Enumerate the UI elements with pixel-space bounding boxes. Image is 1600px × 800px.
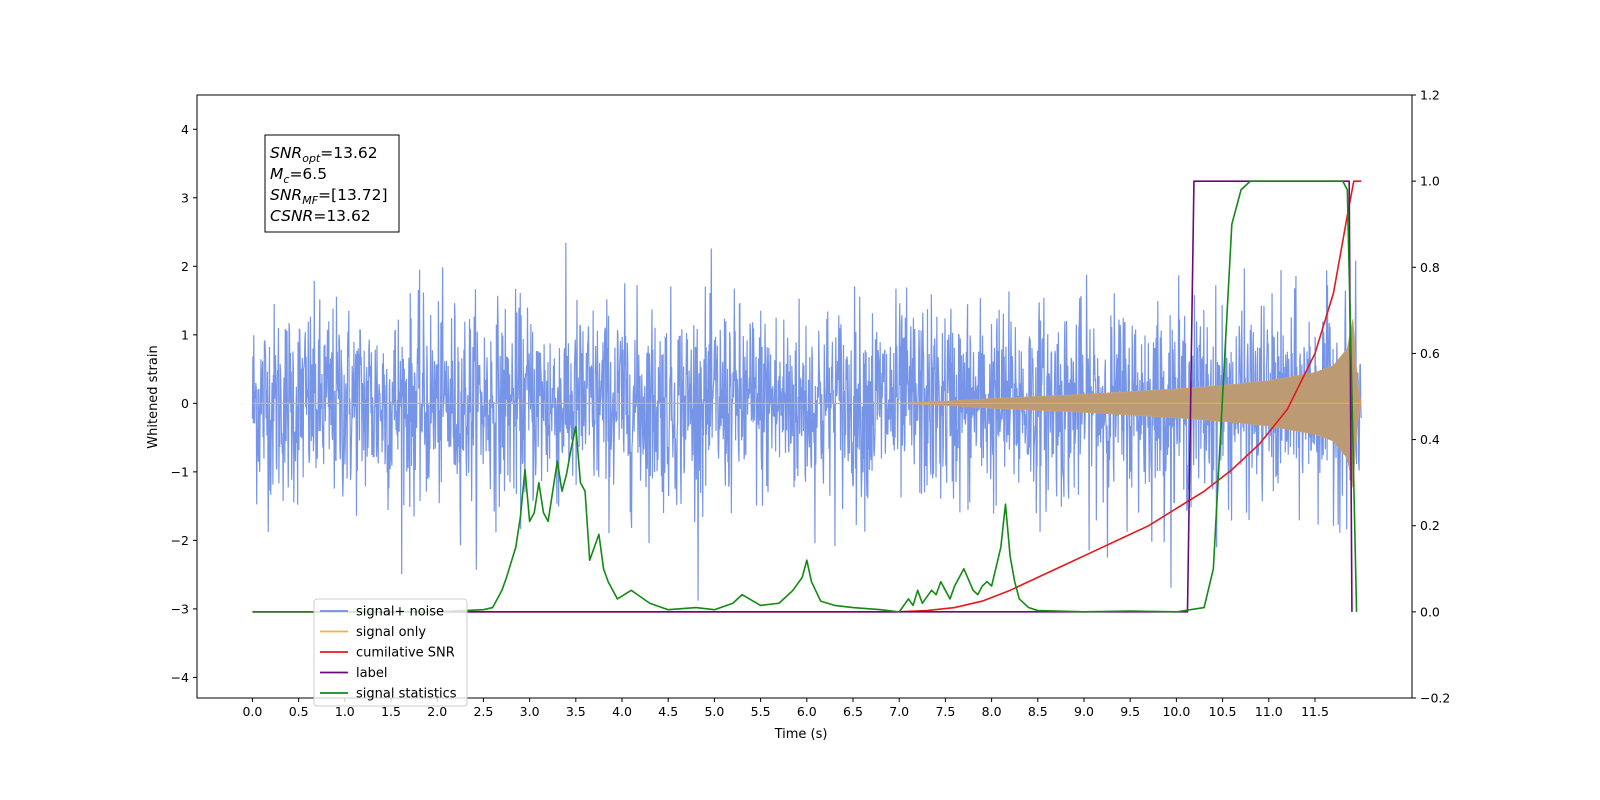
plot-frame — [196, 94, 1413, 699]
legend: signal+ noise signal only cumilative SNR la… — [313, 598, 468, 707]
annotation-line: SNRopt=13.62 — [270, 144, 378, 165]
y2-tick-label: 1.2 — [1420, 88, 1440, 103]
y-tick-label: 0 — [181, 396, 189, 411]
x-tick-label: 11.5 — [1301, 704, 1329, 719]
x-tick-label: 7.5 — [935, 704, 955, 719]
y-tick-label: 1 — [181, 327, 189, 342]
x-tick-label: 6.5 — [843, 704, 863, 719]
y-tick-label: −1 — [171, 464, 189, 479]
y-tick-label: −2 — [171, 533, 189, 548]
series-signal-statistics-line — [252, 180, 1358, 613]
y2-tick-label: 0.2 — [1420, 518, 1440, 533]
annotation-line: SNRMF=[13.72] — [270, 186, 388, 207]
x-tick-label: 10.5 — [1209, 704, 1237, 719]
annotation-line: CSNR=13.62 — [270, 207, 371, 225]
y-axis-left: −4 −3 −2 −1 0 1 2 3 4 — [171, 122, 197, 685]
y-tick-label: 3 — [181, 190, 189, 205]
x-tick-label: 5.0 — [704, 704, 724, 719]
y2-tick-label: 1.0 — [1420, 174, 1440, 189]
annotation-frame — [264, 134, 400, 233]
y-tick-label: 2 — [181, 259, 189, 274]
series-signal-noise — [251, 242, 1362, 601]
y-axis-right: −0.2 0.0 0.2 0.4 0.6 0.8 1.0 1.2 — [1412, 88, 1450, 706]
x-tick-label: 7.0 — [889, 704, 909, 719]
x-tick-label: 2.0 — [427, 704, 447, 719]
x-tick-label: 4.0 — [612, 704, 632, 719]
series-signal-only — [252, 319, 1362, 488]
series-cumilative-snr — [252, 180, 1362, 613]
series-cumilative-snr-line — [252, 180, 1362, 613]
x-axis-label: Time (s) — [774, 727, 828, 742]
series-signal-noise-line — [251, 242, 1362, 601]
y2-tick-label: 0.0 — [1420, 604, 1440, 619]
legend-label-signal-statistics: signal statistics — [356, 687, 457, 702]
annotation-box: SNRopt=13.62Mc=6.5SNRMF=[13.72]CSNR=13.6… — [264, 134, 400, 233]
series-signal-statistics — [252, 180, 1358, 613]
x-tick-label: 11.0 — [1255, 704, 1283, 719]
x-tick-label: 0.5 — [289, 704, 309, 719]
series-layer — [251, 180, 1362, 613]
x-axis: 0.0 0.5 1.0 1.5 2.0 2.5 3.0 3.5 4.0 4.5 5.0 5.5 6.0 6… — [242, 698, 1329, 719]
x-tick-label: 5.5 — [751, 704, 771, 719]
legend-label-label: label — [356, 666, 387, 681]
y-tick-label: −3 — [171, 601, 189, 616]
y-axis-label: Whitened strain — [146, 345, 161, 448]
x-tick-label: 4.5 — [658, 704, 678, 719]
x-tick-label: 9.0 — [1074, 704, 1094, 719]
x-tick-label: 9.5 — [1120, 704, 1140, 719]
y-tick-label: −4 — [171, 670, 189, 685]
y2-tick-label: 0.6 — [1420, 346, 1440, 361]
x-tick-label: 3.0 — [520, 704, 540, 719]
y2-tick-label: −0.2 — [1420, 691, 1450, 706]
x-tick-label: 6.0 — [797, 704, 817, 719]
legend-label-signal-only: signal only — [356, 625, 426, 640]
x-tick-label: 1.0 — [335, 704, 355, 719]
x-tick-label: 1.5 — [381, 704, 401, 719]
y2-tick-label: 0.8 — [1420, 260, 1440, 275]
legend-frame — [313, 598, 468, 707]
x-tick-label: 8.5 — [1028, 704, 1048, 719]
annotation-line: Mc=6.5 — [270, 165, 327, 186]
x-tick-label: 10.0 — [1162, 704, 1190, 719]
x-tick-label: 2.5 — [473, 704, 493, 719]
legend-label-signal-noise: signal+ noise — [356, 605, 444, 620]
x-tick-label: 3.5 — [566, 704, 586, 719]
y2-tick-label: 0.4 — [1420, 432, 1440, 447]
y-tick-label: 4 — [181, 122, 189, 137]
x-tick-label: 0.0 — [242, 704, 262, 719]
x-tick-label: 8.0 — [982, 704, 1002, 719]
legend-label-cumilative-snr: cumilative SNR — [356, 646, 455, 661]
